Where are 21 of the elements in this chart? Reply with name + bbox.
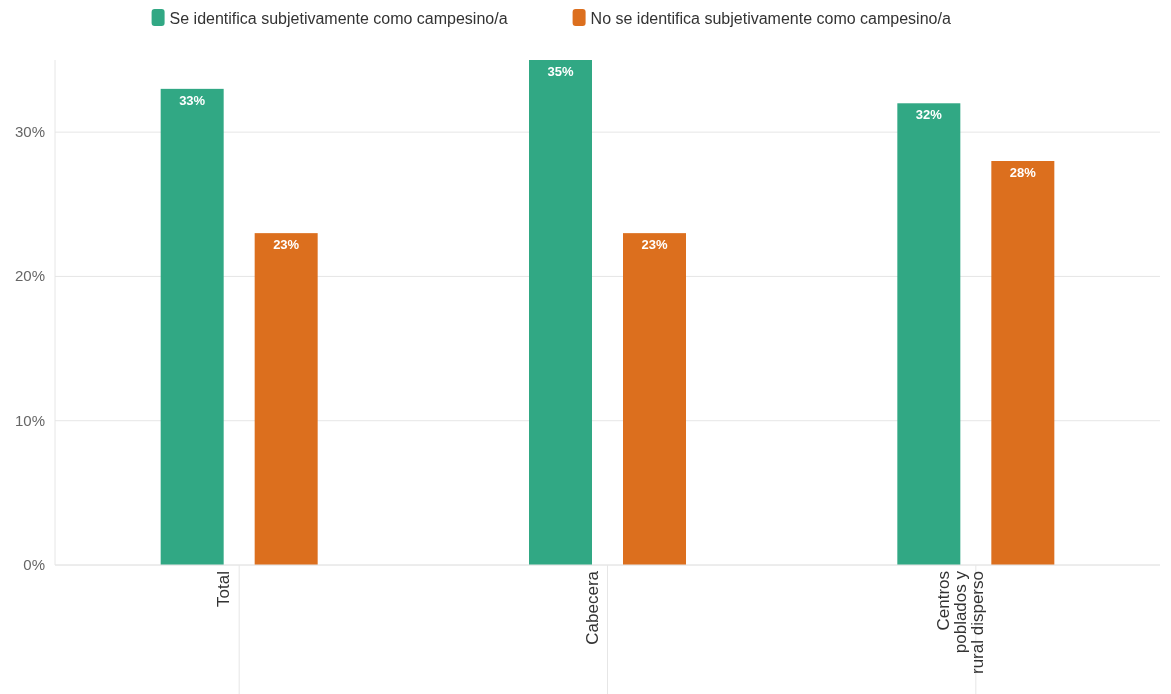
data-label: 35% [547, 64, 574, 79]
y-tick-label: 30% [14, 123, 45, 141]
x-tick-label: Total [214, 571, 234, 607]
bar [897, 103, 961, 565]
legend-label: Se identifica subjetivamente como campesino/a [169, 10, 508, 27]
x-tick-label: Centros poblados y rural disperso [933, 570, 987, 674]
data-label: 28% [1009, 165, 1037, 180]
bar [529, 60, 592, 565]
data-label: 23% [273, 237, 300, 253]
data-label: 23% [641, 237, 668, 253]
x-tick-label: Cabecera [582, 570, 602, 645]
bar [254, 233, 318, 565]
data-label: 32% [915, 107, 943, 123]
y-tick-label: 0% [23, 556, 45, 573]
bar [991, 161, 1055, 565]
data-label: 33% [179, 92, 206, 108]
bar [623, 233, 686, 565]
y-tick-label: 10% [14, 411, 45, 429]
bar [160, 88, 224, 565]
legend-label: No se identifica subjetivamente como campesino/a [590, 10, 951, 27]
y-tick-label: 20% [14, 267, 45, 285]
